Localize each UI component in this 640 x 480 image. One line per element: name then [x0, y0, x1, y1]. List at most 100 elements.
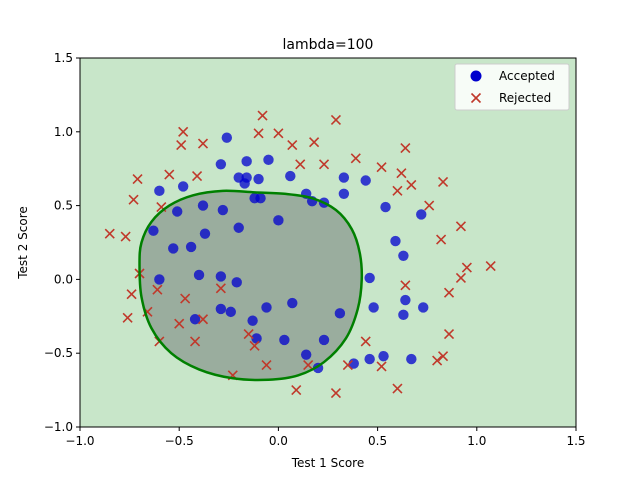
rejected-point-53	[342, 359, 353, 371]
decision-region	[139, 190, 362, 380]
rejected-point-9	[318, 159, 330, 170]
rejected-point-6	[287, 140, 298, 151]
accepted-point-43	[215, 303, 227, 315]
y-tick-label-4: 1.0	[54, 125, 73, 139]
chart-title: lambda=100	[283, 37, 374, 53]
accepted-point-8	[239, 178, 250, 189]
legend: Accepted Rejected	[454, 63, 570, 111]
rejected-point-36	[400, 280, 411, 291]
accepted-point-22	[233, 222, 244, 233]
accepted-point-15	[338, 188, 350, 199]
x-tick-label-2: 0.0	[269, 434, 288, 448]
accepted-point-24	[380, 201, 391, 213]
rejected-point-8	[309, 137, 320, 148]
y-tick-label-5: 1.5	[54, 51, 73, 65]
x-tick-label-3: 0.5	[368, 434, 387, 448]
accepted-point-35	[231, 277, 242, 288]
rejected-point-24	[104, 228, 115, 239]
accepted-point-48	[279, 334, 290, 346]
rejected-point-25	[120, 231, 131, 242]
accepted-point-25	[416, 209, 427, 220]
rejected-point-2	[197, 138, 209, 149]
accepted-point-39	[418, 302, 429, 313]
rejected-point-51	[438, 351, 449, 362]
rejected-point-32	[126, 289, 137, 300]
accepted-point-19	[197, 200, 209, 211]
rejected-point-40	[174, 318, 185, 329]
accepted-point-41	[189, 314, 201, 325]
x-tick-label-0: −1.0	[65, 434, 94, 448]
rejected-point-35	[215, 283, 226, 294]
rejected-point-12	[376, 162, 387, 173]
rejected-point-20	[164, 169, 175, 180]
points-layer	[104, 110, 496, 399]
accepted-point-3	[263, 154, 274, 166]
accepted-point-14	[338, 172, 350, 183]
accepted-point-38	[398, 309, 409, 321]
rejected-point-11	[350, 153, 361, 164]
accepted-point-37	[400, 294, 411, 306]
rejected-point-49	[360, 336, 371, 347]
y-tick-label-1: −0.5	[44, 346, 73, 360]
y-tick-label-3: 0.5	[54, 199, 73, 213]
accepted-point-47	[251, 333, 262, 344]
rejected-point-37	[443, 287, 455, 298]
accepted-point-0	[221, 132, 233, 143]
x-tick-label-1: −0.5	[165, 434, 194, 448]
rejected-point-34	[180, 293, 191, 304]
accepted-point-40	[368, 302, 379, 313]
rejected-point-50	[443, 328, 455, 340]
rejected-point-14	[400, 142, 411, 154]
accepted-point-1	[215, 159, 227, 170]
legend-rejected-x	[470, 92, 482, 104]
accepted-point-4	[285, 170, 296, 182]
rejected-point-38	[122, 312, 133, 323]
x-tick-label-4: 1.0	[467, 434, 486, 448]
accepted-point-20	[217, 204, 229, 216]
rejected-point-17	[424, 200, 435, 211]
rejected-point-1	[176, 140, 187, 151]
accepted-point-29	[168, 243, 179, 254]
accepted-point-16	[360, 175, 371, 186]
rejected-point-29	[485, 261, 496, 272]
y-tick-label-0: −1.0	[44, 420, 73, 434]
accepted-point-54	[364, 353, 375, 365]
accepted-point-42	[225, 306, 236, 318]
rejected-point-19	[132, 173, 143, 185]
rejected-point-26	[436, 234, 447, 245]
accepted-point-50	[334, 308, 346, 319]
accepted-point-7	[253, 173, 264, 185]
plot-frame	[79, 57, 577, 428]
legend-frame	[454, 63, 570, 111]
y-axis-label: Test 2 Score	[16, 206, 30, 280]
accepted-point-10	[177, 181, 189, 192]
rejected-point-18	[438, 176, 449, 188]
rejected-point-13	[396, 168, 407, 179]
accepted-point-34	[215, 271, 227, 282]
rejected-point-46	[261, 359, 272, 371]
rejected-point-27	[455, 221, 466, 232]
rejected-point-45	[249, 340, 260, 351]
accepted-point-36	[364, 272, 375, 284]
rejected-point-28	[461, 262, 472, 273]
accepted-point-23	[273, 215, 284, 226]
accepted-point-49	[318, 334, 330, 346]
accepted-point-55	[378, 350, 389, 362]
rejected-point-0	[178, 126, 189, 137]
accepted-point-2	[241, 156, 252, 167]
accepted-point-9	[154, 185, 165, 197]
rejected-point-15	[406, 179, 417, 191]
accepted-point-33	[193, 269, 205, 281]
accepted-point-31	[398, 250, 409, 261]
legend-accepted-marker	[470, 70, 482, 82]
accepted-point-32	[154, 274, 165, 285]
accepted-point-21	[172, 206, 183, 217]
rejected-point-44	[243, 328, 254, 340]
rejected-point-42	[190, 336, 201, 347]
rejected-point-56	[291, 385, 302, 396]
rejected-point-21	[191, 171, 203, 182]
accepted-point-27	[199, 228, 211, 239]
accepted-point-46	[287, 297, 298, 309]
legend-rejected-marker	[470, 92, 482, 104]
